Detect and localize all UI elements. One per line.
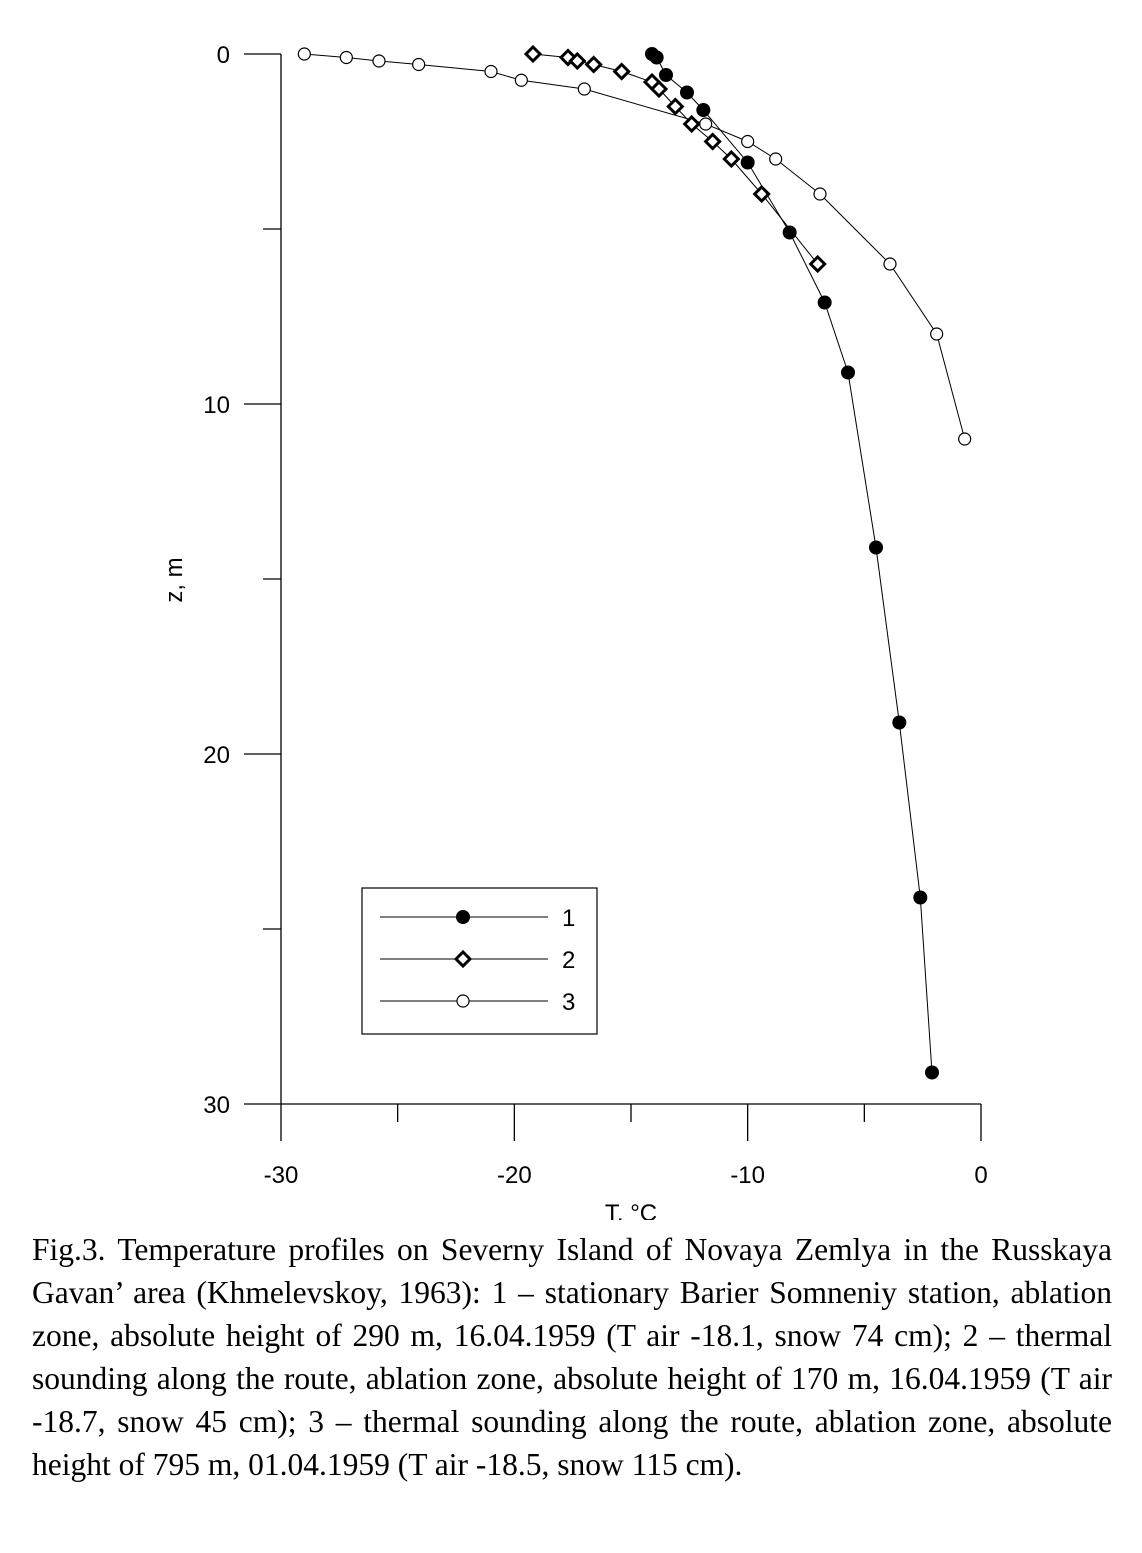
legend-marker bbox=[453, 949, 473, 969]
x-tick-label: 0 bbox=[974, 1162, 987, 1189]
series-1-point bbox=[817, 295, 832, 310]
y-tick-label: 20 bbox=[203, 742, 230, 769]
series-1-point bbox=[680, 85, 694, 100]
legend-label: 1 bbox=[562, 905, 575, 932]
x-tick-label: -20 bbox=[497, 1162, 532, 1189]
series-3-point bbox=[741, 134, 755, 149]
series-3-point bbox=[883, 257, 897, 271]
series-2-point bbox=[584, 55, 603, 74]
axes: 0 10 20 30 -30 -20 -10 0 T, °C z, m bbox=[161, 42, 988, 1220]
temperature-profile-chart: 0 10 20 30 -30 -20 -10 0 T, °C z, m 1 2 3 bbox=[161, 42, 988, 1220]
series-2-point bbox=[752, 184, 771, 204]
legend: 1 2 3 bbox=[361, 887, 598, 1035]
series-2-point bbox=[612, 62, 631, 81]
x-axis-title: T, °C bbox=[605, 1200, 657, 1220]
series-1-point bbox=[925, 1065, 939, 1080]
series-1-point bbox=[892, 715, 907, 730]
legend-marker bbox=[456, 910, 470, 924]
series-2-point bbox=[523, 44, 543, 64]
series-2-point bbox=[666, 97, 685, 116]
series-3-point bbox=[958, 432, 972, 446]
series-1-point bbox=[869, 540, 883, 555]
series-3-point bbox=[930, 327, 944, 341]
series-3-point bbox=[514, 73, 528, 87]
series-2-point bbox=[722, 149, 741, 169]
legend-label: 2 bbox=[562, 947, 575, 974]
series-2-point bbox=[682, 114, 701, 134]
series-1-point bbox=[649, 50, 664, 65]
series-3-point bbox=[297, 47, 311, 61]
legend-marker bbox=[456, 994, 470, 1008]
legend-label: 3 bbox=[562, 989, 575, 1016]
legend-entry-2: 2 bbox=[380, 947, 575, 974]
figure-caption: Fig.3. Temperature profiles on Severny I… bbox=[32, 1232, 1112, 1482]
series-3-line bbox=[304, 53, 966, 440]
series-3-point bbox=[577, 82, 591, 96]
series-2-point bbox=[649, 79, 669, 99]
legend-box bbox=[361, 887, 598, 1035]
legend-entry-3: 3 bbox=[380, 989, 575, 1016]
series-3 bbox=[297, 47, 972, 446]
series-1 bbox=[645, 47, 939, 1080]
series-1-point bbox=[696, 103, 711, 117]
series-1-point bbox=[782, 225, 797, 240]
series-3-point bbox=[699, 117, 713, 131]
series-2-point bbox=[703, 132, 722, 151]
y-tick-label: 0 bbox=[217, 42, 230, 69]
series-2-point bbox=[808, 254, 827, 274]
series-1-point bbox=[841, 365, 855, 380]
series-3-point bbox=[484, 64, 498, 79]
series-1-point bbox=[659, 68, 673, 82]
series-2 bbox=[523, 44, 827, 274]
series-3-point bbox=[372, 54, 386, 68]
series-3-point bbox=[339, 50, 353, 65]
y-tick-label: 30 bbox=[203, 1092, 230, 1119]
series-1-point bbox=[913, 890, 928, 905]
x-tick-label: -30 bbox=[264, 1162, 299, 1189]
series-3-point bbox=[769, 152, 783, 166]
series-2-point bbox=[568, 51, 587, 71]
series-1-line bbox=[651, 53, 933, 1073]
series-1-point bbox=[740, 155, 755, 170]
x-tick-label: -10 bbox=[730, 1162, 765, 1189]
y-tick-label: 10 bbox=[203, 392, 230, 419]
series-layer bbox=[297, 44, 972, 1080]
y-axis-title: z, m bbox=[161, 557, 188, 602]
series-3-point bbox=[813, 187, 827, 201]
legend-entry-1: 1 bbox=[380, 905, 575, 932]
series-3-point bbox=[412, 57, 426, 72]
